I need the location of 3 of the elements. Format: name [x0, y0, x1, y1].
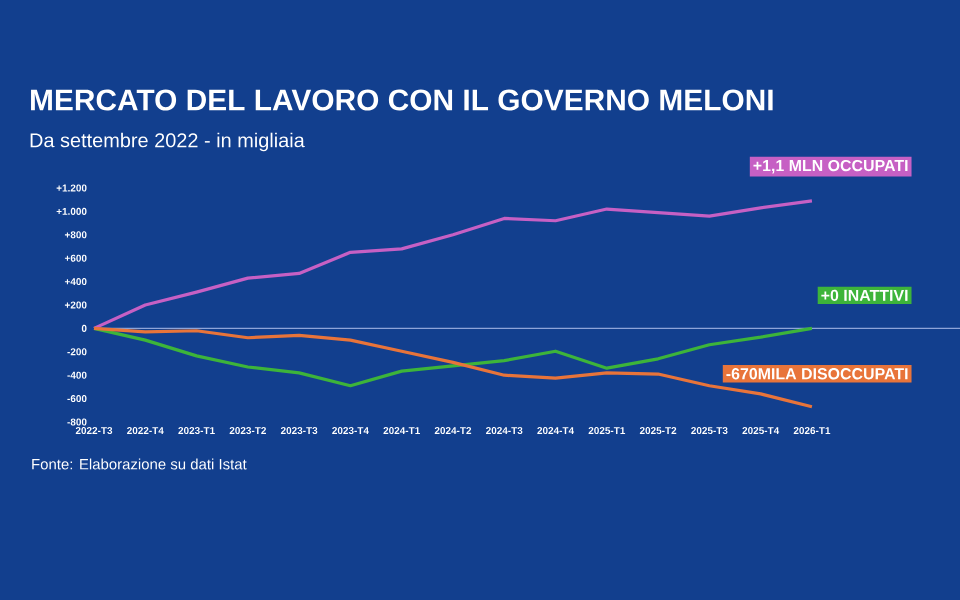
chart-subtitle: Da settembre 2022 - in migliaia [30, 132, 305, 152]
chart-title: MERCATO DEL LAVORO CON IL GOVERNO MELONI [31, 89, 773, 111]
line-series [92, 199, 814, 330]
